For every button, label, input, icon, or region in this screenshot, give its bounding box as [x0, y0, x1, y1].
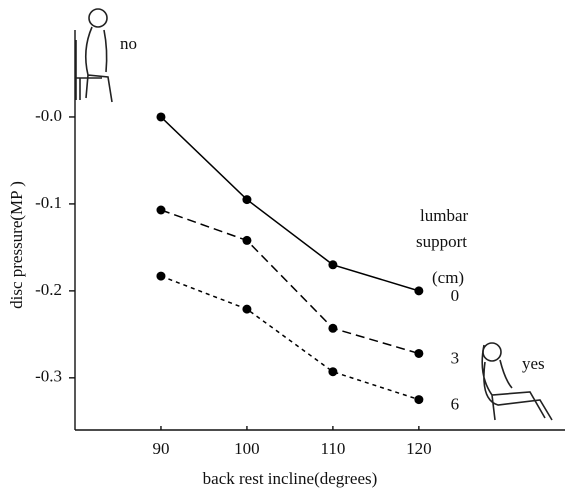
point [414, 395, 423, 404]
chart: back rest incline(degrees) disc pressure… [0, 0, 565, 495]
series-label: 6 [451, 394, 460, 413]
point [328, 324, 337, 333]
point [414, 286, 423, 295]
legend-title: support [416, 232, 467, 251]
y-tick-label: -0.3 [35, 367, 62, 386]
x-tick-label: 110 [320, 439, 345, 458]
x-tick-label: 120 [406, 439, 432, 458]
point [242, 195, 251, 204]
y-tick-label: -0.1 [35, 193, 62, 212]
line [161, 117, 419, 291]
line [161, 276, 419, 399]
point [328, 260, 337, 269]
x-tick-label: 90 [152, 439, 169, 458]
point [242, 305, 251, 314]
x-tick-label: 100 [234, 439, 260, 458]
y-axis-label: disc pressure(MP ) [7, 181, 26, 309]
legend-title: (cm) [432, 268, 464, 287]
series-label: 3 [451, 348, 460, 367]
point [414, 349, 423, 358]
legend-title: lumbar [420, 206, 468, 225]
point [156, 112, 165, 121]
point [242, 236, 251, 245]
series-label: 0 [451, 286, 460, 305]
point [156, 272, 165, 281]
y-tick-label: -0.2 [35, 280, 62, 299]
point [328, 367, 337, 376]
point [156, 206, 165, 215]
annotation: yes [522, 354, 545, 373]
y-tick-label: -0.0 [35, 106, 62, 125]
sitting-figure [76, 9, 112, 102]
annotation: no [120, 34, 137, 53]
x-axis-label: back rest incline(degrees) [203, 469, 378, 488]
